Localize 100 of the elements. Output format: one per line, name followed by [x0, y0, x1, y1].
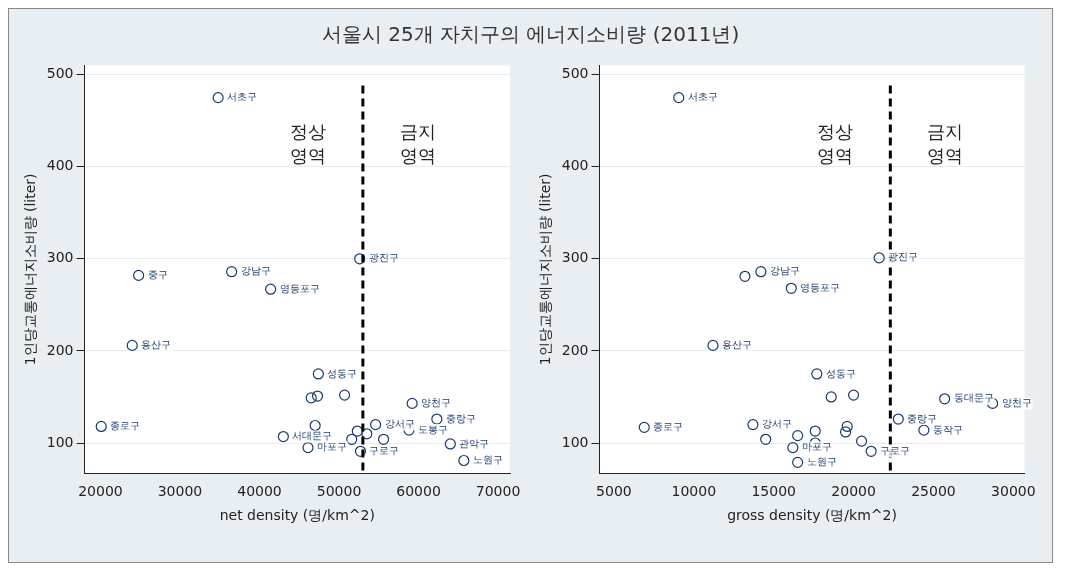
- y-tick-label: 200: [46, 341, 74, 358]
- point: [305, 392, 317, 404]
- point: [747, 418, 759, 431]
- x-tick-label: 10000: [671, 483, 717, 500]
- point: [839, 426, 852, 438]
- annotation: 서대문구: [292, 430, 333, 442]
- annotation: 강서구: [761, 418, 792, 430]
- annotation: 동작구: [932, 423, 963, 435]
- point: [265, 283, 277, 295]
- y-tick-label: 100: [46, 433, 74, 450]
- annotation: 도봉구: [418, 423, 448, 435]
- annotation: 정상 영역: [289, 121, 326, 167]
- y-tick-label: 400: [561, 157, 589, 174]
- point: [95, 420, 107, 433]
- y-axis-title: 1인당교통에너지소비량 (liter): [537, 173, 554, 366]
- point: [707, 339, 719, 351]
- x-axis-title: gross density (명/km^2): [727, 507, 897, 524]
- point: [354, 445, 367, 457]
- annotation: 성동구: [825, 367, 856, 379]
- annotation: 구로구: [880, 444, 911, 456]
- point: [792, 430, 804, 442]
- annotation: 마포구: [801, 441, 832, 453]
- point: [311, 390, 324, 402]
- point: [354, 253, 366, 265]
- point: [739, 270, 751, 282]
- point: [277, 430, 289, 443]
- annotation: 용산구: [721, 338, 752, 350]
- y-tick-label: 300: [561, 249, 589, 266]
- annotation: 서초구: [687, 91, 718, 103]
- annotation: 광진구: [888, 251, 919, 263]
- annotation: 강남구: [769, 265, 800, 277]
- annotation: 중구: [147, 268, 168, 280]
- y-axis-title: 1인당교통에너지소비량 (liter): [22, 173, 39, 366]
- x-tick-label: 60000: [396, 483, 441, 500]
- annotation: 양천구: [421, 397, 452, 408]
- annotation: 금지 영역: [927, 121, 964, 167]
- point: [760, 433, 772, 445]
- annotation: 정상 영역: [817, 121, 854, 167]
- annotation: 영등포구: [800, 281, 841, 293]
- annotation: 종로구: [110, 420, 141, 432]
- point: [370, 418, 382, 431]
- y-tick-label: 500: [561, 65, 589, 82]
- annotation: 관악구: [459, 437, 490, 449]
- x-tick-label: 20000: [831, 483, 876, 500]
- x-tick-label: 50000: [316, 483, 362, 500]
- annotation: 노원구: [472, 454, 503, 466]
- point: [458, 454, 470, 467]
- annotation: 용산구: [141, 338, 172, 350]
- annotation: 광진구: [368, 252, 399, 264]
- annotation: 서초구: [227, 91, 258, 103]
- annotation: 중랑구: [907, 412, 938, 424]
- point: [638, 421, 650, 433]
- x-tick-label: 70000: [475, 483, 521, 500]
- point: [346, 433, 358, 445]
- point: [873, 252, 885, 264]
- point: [351, 425, 363, 437]
- point: [841, 420, 853, 433]
- point: [825, 391, 837, 403]
- x-tick-label: 15000: [751, 483, 796, 500]
- point: [918, 424, 930, 436]
- point: [785, 282, 797, 294]
- annotation: 강서구: [384, 418, 415, 430]
- point: [431, 413, 443, 425]
- point: [361, 428, 373, 440]
- point: [212, 92, 224, 104]
- point: [302, 442, 314, 454]
- annotation: 구로구: [369, 444, 400, 456]
- point: [338, 389, 351, 401]
- annotation: 성동구: [327, 367, 358, 379]
- point: [226, 266, 238, 278]
- annotation: 노원구: [806, 455, 837, 467]
- y-tick-label: 300: [46, 249, 74, 266]
- point: [939, 393, 951, 405]
- point: [755, 266, 767, 278]
- annotation: 마포구: [317, 441, 347, 453]
- y-tick-label: 400: [46, 157, 74, 174]
- x-tick-label: 30000: [157, 483, 203, 500]
- point: [312, 368, 324, 380]
- chart-title: 서울시 25개 자치구의 에너지소비량 (2011년): [320, 21, 741, 48]
- point: [847, 389, 860, 401]
- point: [865, 445, 877, 457]
- x-axis-title: net density (명/km^2): [219, 507, 375, 524]
- y-tick-label: 100: [561, 433, 589, 450]
- point: [673, 92, 685, 104]
- annotation: 동대문구: [953, 392, 994, 404]
- point: [811, 368, 823, 380]
- point: [406, 397, 418, 410]
- x-tick-label: 25000: [911, 483, 956, 500]
- annotation: 양천구: [1001, 397, 1032, 408]
- x-tick-label: 5000: [596, 483, 632, 500]
- point: [787, 442, 799, 454]
- point: [444, 438, 456, 450]
- annotation: 중랑구: [445, 412, 476, 424]
- point: [792, 456, 804, 468]
- annotation: 강남구: [240, 265, 271, 277]
- point: [892, 413, 904, 425]
- annotation: 종로구: [653, 420, 684, 432]
- point: [126, 339, 138, 351]
- point: [133, 269, 145, 281]
- point: [855, 435, 868, 447]
